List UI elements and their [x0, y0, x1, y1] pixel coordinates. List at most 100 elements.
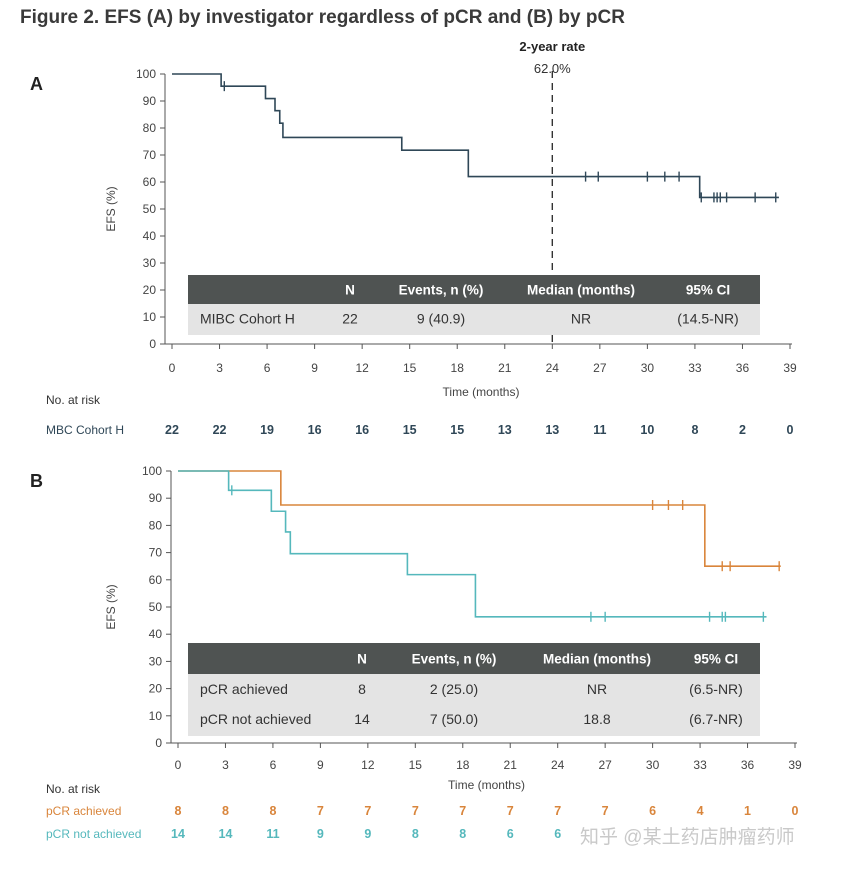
panel-a-y-tick-label: 40: [143, 229, 157, 243]
panel-b-y-axis-label: EFS (%): [104, 584, 118, 629]
panel-a-risk-title: No. at risk: [46, 393, 101, 407]
panel-a-risk-value: 11: [593, 423, 606, 437]
panel-b-risk-value: 7: [602, 804, 609, 818]
panel-b-y-tick-label: 70: [149, 546, 163, 560]
panel-b-x-tick-label: 36: [741, 758, 755, 772]
figure-title: Figure 2. EFS (A) by investigator regard…: [20, 7, 625, 28]
panel-a-risk-value: 10: [640, 423, 654, 437]
panel-a-summary-table: N Events, n (%) Median (months) 95% CI MIBC …: [188, 275, 760, 335]
panel-b-y-tick-label: 100: [142, 464, 162, 478]
panel-a-risk-value: 16: [355, 423, 369, 437]
panel-b-table-cell: 2 (25.0): [430, 681, 478, 697]
panel-a-table-header-row: [188, 275, 760, 304]
panel-b-risk-value: 8: [269, 804, 276, 818]
panel-b-y-tick-label: 80: [149, 518, 163, 532]
panel-a-risk-value: 22: [165, 423, 179, 437]
panel-b-risk-value: 14: [171, 827, 185, 841]
panel-a-table-body: [188, 304, 760, 335]
panel-b-y-tick-label: 50: [149, 600, 163, 614]
panel-a-x-axis-label: Time (months): [443, 385, 520, 399]
panel-a-y-tick-label: 30: [143, 256, 157, 270]
panel-a-y-tick-label: 50: [143, 202, 157, 216]
panel-b-risk-value: 1: [744, 804, 751, 818]
panel-b-x-axis-label: Time (months): [448, 778, 525, 792]
panel-b-table-cell: 7 (50.0): [430, 711, 478, 727]
panel-a-x-tick-label: 24: [546, 361, 560, 375]
panel-a-table-cell: (14.5-NR): [677, 311, 738, 327]
panel-b-y-tick-label: 30: [149, 654, 163, 668]
panel-b-x-tick-label: 0: [175, 758, 182, 772]
panel-a-table-cell: 9 (40.9): [417, 311, 465, 327]
panel-a-y-axis-label: EFS (%): [104, 186, 118, 231]
panel-a-y-tick-label: 0: [149, 337, 156, 351]
panel-a-x-tick-label: 12: [355, 361, 369, 375]
panel-a-table-header-cell: Median (months): [527, 283, 635, 298]
panel-b-risk-value: 6: [507, 827, 514, 841]
panel-b-risk-value: 0: [792, 804, 799, 818]
panel-b-risk-value: 4: [697, 804, 704, 818]
panel-a-table-row-label: MIBC Cohort H: [200, 311, 295, 327]
panel-b-curve-1: [178, 470, 781, 567]
panel-b-risk-value: 7: [507, 804, 514, 818]
panel-a-risk-value: 19: [260, 423, 274, 437]
panel-a-x-tick-label: 33: [688, 361, 702, 375]
panel-a-y-tick-label: 90: [143, 94, 157, 108]
panel-b-risk-row-label: pCR achieved: [46, 804, 121, 818]
panel-b-table-header-row: [188, 643, 760, 674]
panel-a-x-tick-label: 36: [736, 361, 750, 375]
panel-a-x-tick-label: 3: [216, 361, 223, 375]
panel-b-table-header-cell: Events, n (%): [412, 652, 497, 667]
panel-b-x-tick-label: 30: [646, 758, 660, 772]
panel-b-risk-value: 8: [175, 804, 182, 818]
panel-a-table-cell: 22: [342, 311, 358, 327]
panel-b-table-header-cell: Median (months): [543, 652, 651, 667]
panel-b-table-body: [188, 674, 760, 736]
panel-a-y-tick-label: 20: [143, 283, 157, 297]
panel-a-risk-value: 0: [787, 423, 794, 437]
panel-a-table-header-cell: 95% CI: [686, 283, 730, 298]
panel-b-y-tick-label: 40: [149, 627, 163, 641]
panel-b-x-tick-label: 9: [317, 758, 324, 772]
panel-b-risk-title: No. at risk: [46, 782, 101, 796]
panel-b-x-tick-label: 15: [409, 758, 423, 772]
panel-a-x-tick-label: 39: [783, 361, 797, 375]
panel-b-y-tick-label: 90: [149, 491, 163, 505]
panel-b-risk-value: 9: [317, 827, 324, 841]
panel-b-table-row-label: pCR not achieved: [200, 711, 311, 727]
panel-b-risk-row-label: pCR not achieved: [46, 827, 141, 841]
panel-b-table-header-cell: N: [357, 652, 367, 667]
panel-a-risk-value: 15: [450, 423, 464, 437]
panel-a-y-tick-label: 60: [143, 175, 157, 189]
panel-b-y-tick-label: 0: [155, 736, 162, 750]
panel-b-table-cell: 14: [354, 711, 370, 727]
panel-b-risk-value: 9: [364, 827, 371, 841]
panel-b-x-tick-label: 6: [270, 758, 277, 772]
panel-a-table-header-cell: Events, n (%): [399, 283, 484, 298]
panel-a-x-tick-label: 15: [403, 361, 417, 375]
panel-a-2-year-rate-label: 2-year rate: [519, 39, 585, 54]
panel-b-table-cell: 18.8: [583, 711, 610, 727]
panel-letter-b: B: [30, 471, 43, 491]
panel-a-x-tick-label: 0: [169, 361, 176, 375]
panel-a-curve-1: [172, 73, 779, 199]
panel-b-risk-value: 7: [317, 804, 324, 818]
panel-a-risk-value: 16: [308, 423, 322, 437]
panel-a-risk-value: 15: [403, 423, 417, 437]
panel-b-y-tick-label: 20: [149, 682, 163, 696]
panel-b-risk-value: 6: [649, 804, 656, 818]
panel-b-risk-value: 7: [554, 804, 561, 818]
panel-a-x-tick-label: 18: [451, 361, 465, 375]
panel-a-x-tick-label: 30: [641, 361, 655, 375]
panel-b-x-tick-label: 18: [456, 758, 470, 772]
panel-a-y-tick-label: 10: [143, 310, 157, 324]
watermark-text: 知乎 @某土药店肿瘤药师: [580, 826, 795, 848]
panel-b-summary-table: N Events, n (%) Median (months) 95% CI pCR a…: [188, 643, 760, 736]
panel-b-risk-value: 14: [219, 827, 233, 841]
panel-b-table-cell: NR: [587, 681, 607, 697]
panel-b-table-header-cell: 95% CI: [694, 652, 738, 667]
panel-letter-a: A: [30, 74, 43, 94]
panel-a-x-tick-label: 9: [311, 361, 318, 375]
panel-b-x-tick-label: 12: [361, 758, 375, 772]
